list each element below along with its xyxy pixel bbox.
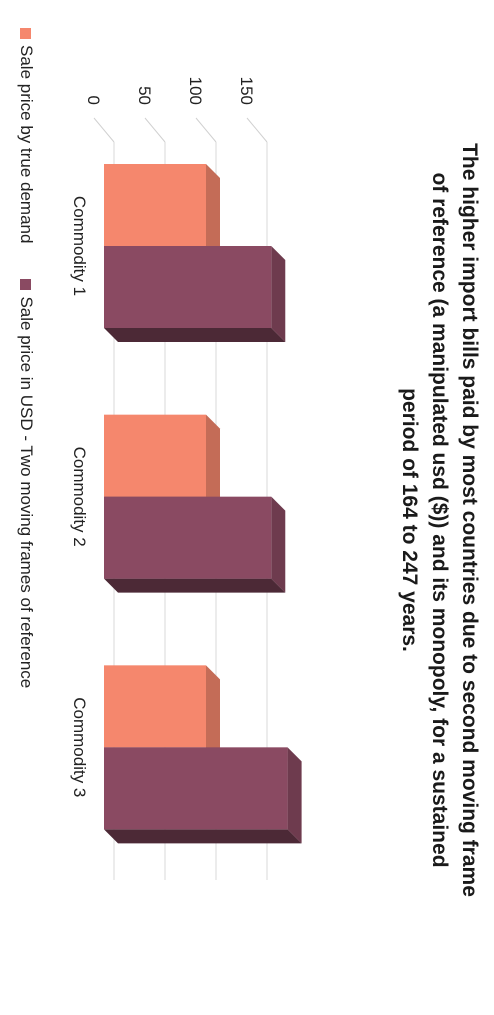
gridline-depth-1 [144, 117, 166, 143]
y-tick-label-2: 100 [186, 77, 205, 105]
legend-label-series-2: Sale price in USD - Two moving frames of… [17, 296, 36, 689]
x-category-label-2: Commodity 2 [70, 447, 89, 547]
legend-item-series-2: Sale price in USD - Two moving frames of… [16, 279, 36, 688]
bar-top-s1-c3 [206, 665, 220, 762]
legend-swatch-series-1 [20, 28, 32, 39]
y-tick-label-0: 0 [84, 96, 103, 105]
bar-s1-c2 [104, 414, 206, 497]
legend-label-series-1: Sale price by true demand [17, 45, 36, 244]
bar-top-s2-c1 [271, 246, 286, 342]
y-tick-label-1: 50 [135, 86, 154, 105]
bar-top-s2-c3 [287, 747, 302, 844]
y-tick-label-3: 150 [237, 77, 256, 105]
legend-swatch-series-2 [20, 279, 32, 291]
gridline-depth-0 [93, 117, 115, 143]
bar-side-s2-c2 [104, 578, 286, 593]
bar-s1-c3 [104, 665, 206, 748]
bar-top-s2-c2 [271, 496, 286, 593]
bar-s1-c1 [104, 164, 206, 246]
bar-side-s2-c1 [104, 328, 286, 342]
gridline-depth-3 [246, 117, 268, 143]
bar-top-s1-c1 [206, 164, 220, 260]
bar-s2-c3 [104, 747, 288, 830]
bar-top-s1-c2 [206, 414, 220, 511]
bar-s2-c2 [104, 496, 272, 579]
bar-side-s2-c3 [104, 829, 302, 844]
bar-s2-c1 [104, 246, 272, 328]
legend-item-series-1: Sale price by true demand [16, 28, 36, 243]
x-category-label-1: Commodity 1 [70, 196, 89, 296]
legend: Sale price by true demand Sale price in … [16, 28, 36, 1008]
x-category-label-3: Commodity 3 [70, 697, 89, 797]
gridline-depth-2 [195, 117, 217, 143]
